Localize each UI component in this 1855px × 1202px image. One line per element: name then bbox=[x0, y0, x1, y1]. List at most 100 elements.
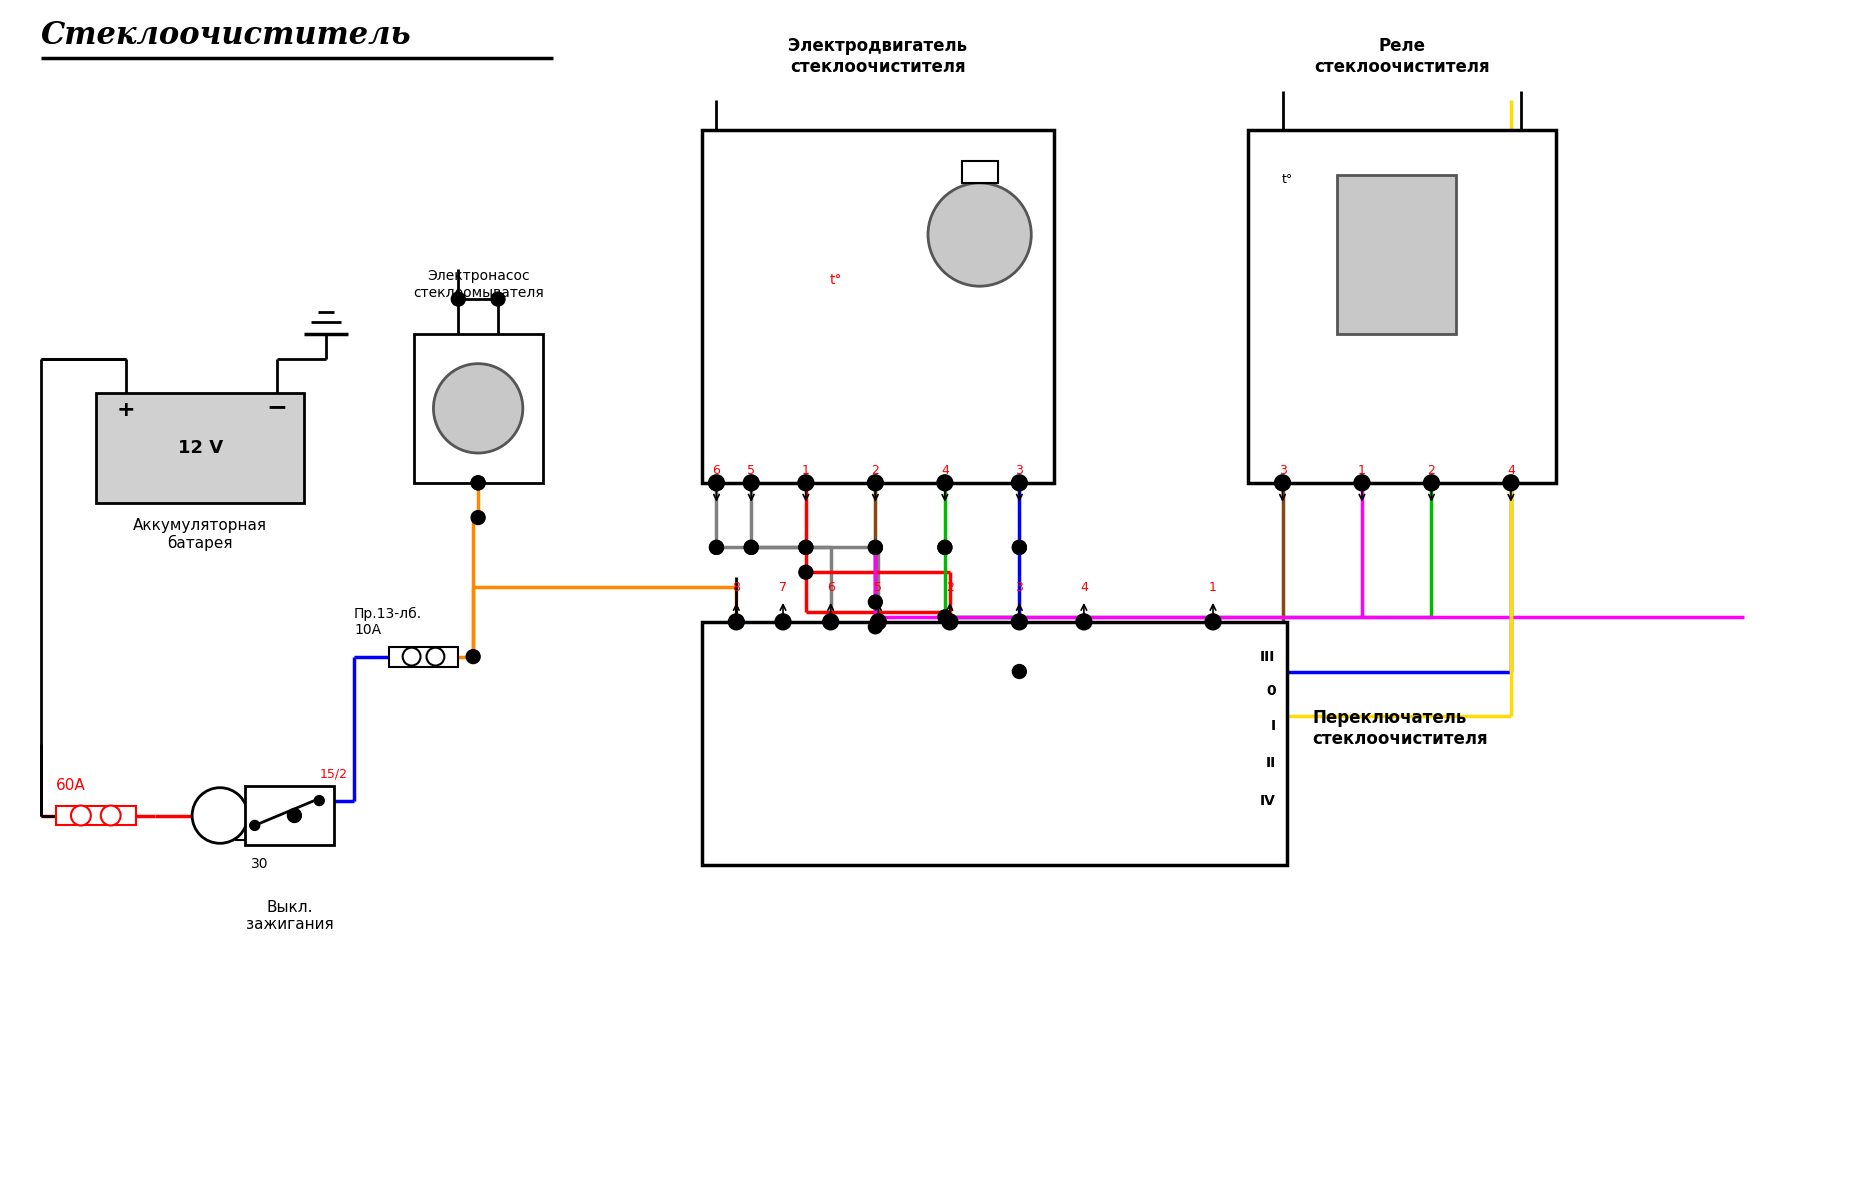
Circle shape bbox=[939, 541, 952, 554]
Circle shape bbox=[1354, 476, 1369, 489]
Text: 30: 30 bbox=[250, 857, 269, 871]
Text: +: + bbox=[117, 400, 135, 421]
Text: Стеклоочиститель: Стеклоочиститель bbox=[41, 20, 412, 50]
Circle shape bbox=[466, 649, 480, 664]
Circle shape bbox=[471, 476, 486, 489]
Circle shape bbox=[942, 615, 957, 629]
Text: 4: 4 bbox=[1506, 464, 1516, 477]
Text: Выкл.
зажигания: Выкл. зажигания bbox=[245, 900, 334, 933]
Bar bbox=[245, 786, 334, 845]
Text: I: I bbox=[1271, 719, 1276, 733]
Text: Переключатель
стеклоочистителя: Переключатель стеклоочистителя bbox=[1311, 709, 1488, 748]
Circle shape bbox=[709, 475, 725, 490]
Text: 12 V: 12 V bbox=[178, 439, 223, 457]
Text: 2: 2 bbox=[1428, 464, 1436, 477]
Circle shape bbox=[313, 796, 325, 805]
Circle shape bbox=[250, 821, 260, 831]
Circle shape bbox=[729, 615, 744, 629]
Text: 1: 1 bbox=[1358, 464, 1365, 477]
Circle shape bbox=[1423, 475, 1439, 490]
Text: 5: 5 bbox=[874, 581, 883, 594]
Text: 0: 0 bbox=[1265, 684, 1276, 698]
Circle shape bbox=[744, 541, 759, 554]
Circle shape bbox=[775, 615, 790, 629]
Circle shape bbox=[1078, 615, 1091, 629]
Circle shape bbox=[471, 476, 486, 489]
Circle shape bbox=[824, 615, 838, 629]
Circle shape bbox=[193, 787, 249, 844]
Text: 60А: 60А bbox=[56, 778, 85, 793]
Circle shape bbox=[824, 614, 838, 630]
Circle shape bbox=[492, 292, 505, 307]
Circle shape bbox=[744, 475, 759, 490]
Circle shape bbox=[1076, 614, 1093, 630]
Circle shape bbox=[868, 620, 883, 633]
Circle shape bbox=[1013, 665, 1026, 678]
Bar bbox=[414, 334, 544, 483]
Circle shape bbox=[868, 541, 883, 554]
Text: III: III bbox=[1260, 649, 1276, 664]
Circle shape bbox=[70, 805, 91, 826]
Circle shape bbox=[427, 648, 445, 666]
Text: 3: 3 bbox=[1278, 464, 1287, 477]
Circle shape bbox=[872, 615, 885, 629]
Circle shape bbox=[471, 511, 486, 524]
Bar bbox=[1337, 175, 1456, 334]
Circle shape bbox=[1503, 475, 1519, 490]
Bar bbox=[96, 393, 304, 502]
Circle shape bbox=[939, 541, 952, 554]
Text: 7: 7 bbox=[779, 581, 787, 594]
Bar bbox=[390, 647, 458, 667]
Text: Аккумуляторная
батарея: Аккумуляторная батарея bbox=[134, 518, 267, 552]
Text: 6: 6 bbox=[712, 464, 720, 477]
Text: 5: 5 bbox=[748, 464, 755, 477]
Circle shape bbox=[870, 614, 887, 630]
Circle shape bbox=[1013, 615, 1026, 629]
Text: 2: 2 bbox=[946, 581, 953, 594]
Circle shape bbox=[1354, 475, 1369, 490]
Text: 8: 8 bbox=[733, 581, 740, 594]
Circle shape bbox=[798, 475, 814, 490]
Text: IV: IV bbox=[1260, 793, 1276, 808]
Text: Электродвигатель
стеклоочистителя: Электродвигатель стеклоочистителя bbox=[788, 37, 968, 76]
Circle shape bbox=[434, 364, 523, 453]
Circle shape bbox=[451, 292, 466, 307]
Text: II: II bbox=[1265, 756, 1276, 769]
Circle shape bbox=[100, 805, 121, 826]
Circle shape bbox=[709, 541, 723, 554]
Circle shape bbox=[800, 541, 812, 554]
Circle shape bbox=[744, 541, 759, 554]
Bar bbox=[701, 621, 1287, 865]
Circle shape bbox=[937, 475, 953, 490]
Circle shape bbox=[288, 809, 301, 822]
Text: Реле
стеклоочистителя: Реле стеклоочистителя bbox=[1313, 37, 1490, 76]
Text: 2: 2 bbox=[872, 464, 879, 477]
Circle shape bbox=[1206, 614, 1221, 630]
Circle shape bbox=[1013, 541, 1026, 554]
Circle shape bbox=[868, 475, 883, 490]
Circle shape bbox=[1274, 475, 1291, 490]
Text: −: − bbox=[265, 395, 288, 419]
Circle shape bbox=[942, 614, 957, 630]
Bar bbox=[961, 161, 998, 183]
Text: 3: 3 bbox=[1015, 464, 1024, 477]
Circle shape bbox=[1276, 476, 1289, 489]
Text: 15/2: 15/2 bbox=[321, 768, 349, 781]
Text: 4: 4 bbox=[1080, 581, 1087, 594]
Text: Электронасос
стеклоомывателя: Электронасос стеклоомывателя bbox=[414, 269, 544, 299]
Text: 3: 3 bbox=[1015, 581, 1024, 594]
Circle shape bbox=[775, 614, 790, 630]
Text: t°: t° bbox=[1282, 173, 1293, 186]
Circle shape bbox=[1011, 475, 1028, 490]
Text: 6: 6 bbox=[827, 581, 835, 594]
Circle shape bbox=[868, 541, 883, 554]
Circle shape bbox=[729, 614, 744, 630]
Circle shape bbox=[868, 595, 883, 609]
Bar bbox=[701, 130, 1054, 483]
Text: 1: 1 bbox=[1209, 581, 1217, 594]
Circle shape bbox=[1206, 615, 1221, 629]
Circle shape bbox=[939, 609, 952, 624]
Circle shape bbox=[1504, 476, 1517, 489]
Text: 4: 4 bbox=[940, 464, 948, 477]
Circle shape bbox=[403, 648, 421, 666]
